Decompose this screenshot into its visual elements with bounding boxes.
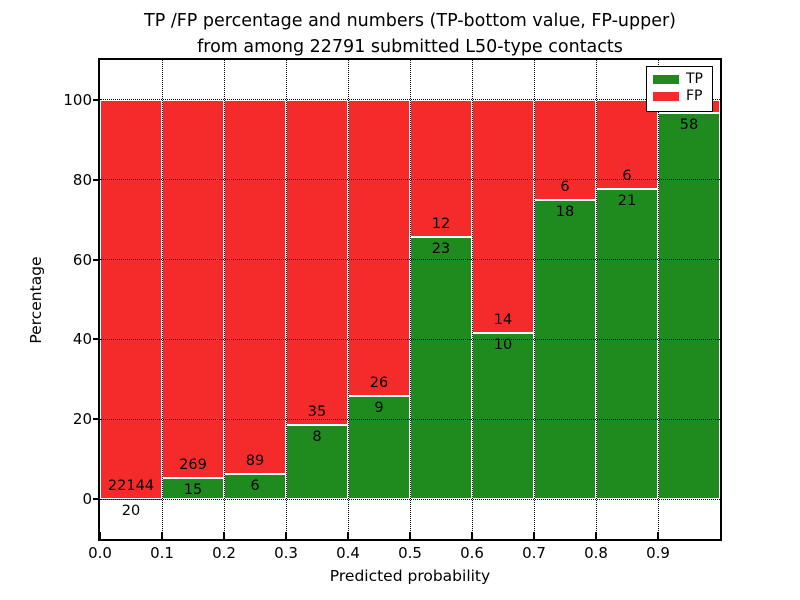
figure-title-line1: TP /FP percentage and numbers (TP-bottom…	[144, 11, 676, 31]
x-tick	[161, 532, 163, 539]
y-tick	[93, 258, 99, 261]
x-tick-label: 0.5	[398, 544, 422, 562]
figure-title-line2: from among 22791 submitted L50-type cont…	[197, 37, 623, 57]
bar-label-fp: 6	[560, 178, 570, 195]
legend-swatch-tp	[653, 75, 679, 84]
bar-segment-fp	[162, 99, 224, 478]
v-gridline	[223, 60, 225, 539]
legend: TP FP	[646, 66, 713, 112]
x-tick-label: 0.8	[584, 544, 608, 562]
bar-segment-fp	[534, 99, 596, 200]
bar-label-fp: 12	[431, 215, 451, 232]
bar-label-fp: 269	[179, 457, 207, 473]
bar-label-fp: 35	[307, 403, 327, 420]
x-axis-label: Predicted probability	[329, 567, 491, 585]
v-gridline	[409, 60, 411, 539]
legend-label-fp: FP	[686, 88, 703, 104]
y-tick-label: 0	[82, 490, 92, 509]
x-tick	[409, 532, 411, 539]
y-tick	[93, 178, 99, 181]
bar-label-tp: 58	[679, 117, 699, 134]
y-tick	[93, 338, 99, 341]
bar-segment-tp	[348, 396, 410, 500]
bar-label-fp: 6	[622, 167, 632, 184]
legend-item-tp: TP	[653, 71, 706, 88]
legend-item-fp: FP	[653, 88, 706, 105]
x-tick	[471, 532, 473, 539]
v-gridline	[347, 60, 349, 539]
y-axis-label: Percentage	[27, 256, 45, 344]
bar-segment-tp	[534, 199, 596, 500]
bar-segment-fp	[286, 99, 348, 425]
bar-segment-fp	[348, 99, 410, 397]
x-tick	[223, 532, 225, 539]
bar-segment-tp	[224, 473, 286, 500]
x-tick	[347, 532, 349, 539]
bar-label-fp: 14	[493, 311, 513, 328]
bar-label-tp: 18	[555, 203, 575, 220]
y-tick-label: 60	[72, 250, 92, 269]
y-tick	[93, 98, 99, 101]
y-tick	[93, 418, 99, 421]
x-tick-label: 0.4	[336, 544, 360, 562]
legend-swatch-fp	[653, 92, 679, 101]
v-gridline	[285, 60, 287, 539]
x-tick-label: 0.9	[646, 544, 670, 562]
legend-label-tp: TP	[686, 71, 703, 87]
x-tick	[99, 532, 101, 539]
y-tick-label: 80	[72, 170, 92, 189]
bar-label-tp: 23	[431, 240, 451, 257]
v-gridline	[161, 60, 163, 539]
bar-label-tp: 10	[493, 336, 513, 353]
figure-title: TP /FP percentage and numbers (TP-bottom…	[100, 8, 720, 60]
bar-segment-tp	[658, 113, 720, 500]
x-tick-label: 0.3	[274, 544, 298, 562]
bar-label-tp: 20	[121, 502, 141, 519]
x-tick-label: 0.7	[522, 544, 546, 562]
bar-label-tp: 6	[250, 477, 260, 494]
y-tick-label: 100	[63, 90, 92, 109]
plot-area: 22144 20 269 15 89 6 35 8 26 9 12 23 14 10 6 18 6 21 58	[100, 60, 720, 539]
v-gridline	[533, 60, 535, 539]
bar-segment-fp	[410, 99, 472, 237]
bar-label-fp: 89	[245, 452, 265, 469]
bar-label-tp: 15	[183, 482, 203, 498]
x-tick-label: 0.1	[150, 544, 174, 562]
v-gridline	[595, 60, 597, 539]
bar-segment-tp	[472, 332, 534, 500]
x-tick-label: 0.6	[460, 544, 484, 562]
bar-segment-fp	[100, 99, 162, 499]
bar-segment-fp	[224, 99, 286, 474]
bar-segment-fp	[472, 99, 534, 333]
bar-label-fp: 26	[369, 375, 389, 392]
x-tick	[595, 532, 597, 539]
bar-label-tp: 9	[374, 400, 384, 417]
y-tick-label: 20	[72, 410, 92, 429]
x-tick	[657, 532, 659, 539]
y-tick-label: 40	[72, 330, 92, 349]
bar-segment-tp	[410, 236, 472, 500]
x-tick	[533, 532, 535, 539]
x-tick-label: 0.0	[88, 544, 112, 562]
bar-segment-fp	[596, 99, 658, 189]
y-tick	[93, 498, 99, 501]
x-tick-label: 0.2	[212, 544, 236, 562]
v-gridline	[657, 60, 659, 539]
v-gridline	[471, 60, 473, 539]
bar-label-tp: 21	[617, 192, 637, 209]
x-tick	[285, 532, 287, 539]
bar-segment-tp	[596, 188, 658, 500]
bar-label-fp: 22144	[107, 477, 155, 494]
bar-label-tp: 8	[312, 428, 322, 445]
